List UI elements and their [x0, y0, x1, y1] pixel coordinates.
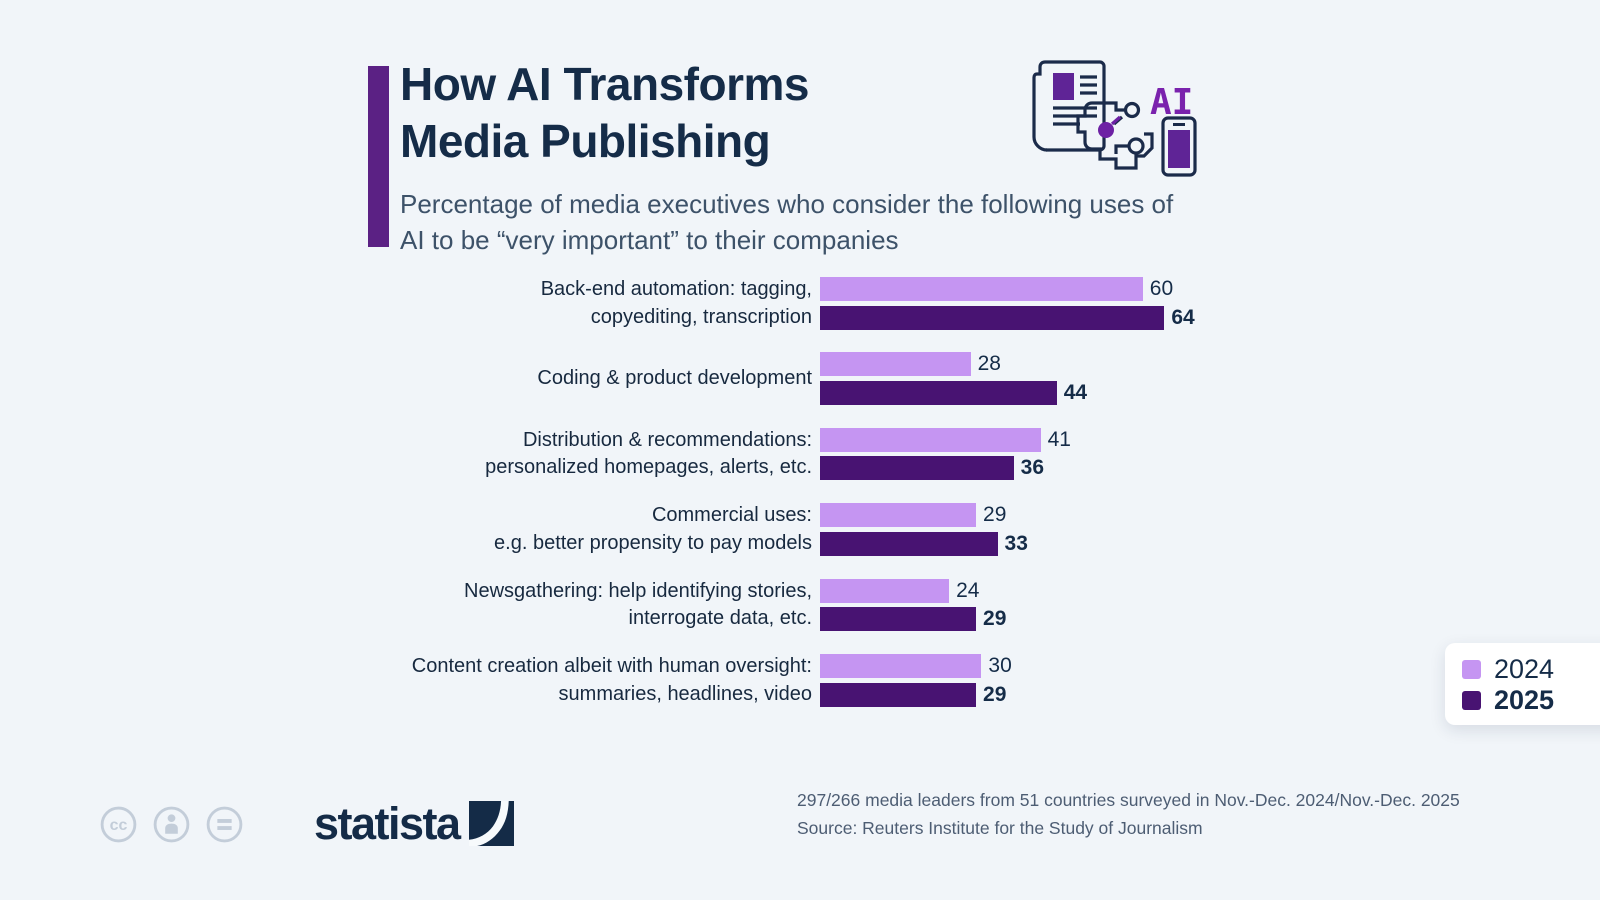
bar-2024 [820, 578, 950, 603]
value-label-2025: 44 [1063, 380, 1088, 404]
legend-swatch-2024 [1462, 660, 1481, 679]
bar-pair: 60 64 [820, 277, 1195, 334]
newspaper-image-block [1053, 73, 1074, 100]
ai-circuit-brain-icon [1076, 101, 1154, 170]
grouped-bar-chart: Back-end automation: tagging, copyediting… [0, 277, 1600, 717]
equals-icon[interactable] [206, 806, 243, 843]
bar-2024 [820, 654, 982, 678]
statista-wordmark: statista [314, 798, 461, 849]
bar-2025 [820, 531, 998, 556]
bar-pair: 29 33 [820, 503, 1028, 560]
category-label: Commercial uses: e.g. better propensity t… [494, 504, 812, 554]
ai-letters: AI [1150, 82, 1193, 123]
value-label-2024: 28 [977, 352, 1001, 376]
smartphone-icon [1161, 116, 1197, 177]
chart-row: Back-end automation: tagging, copyediting… [0, 277, 1600, 330]
bar-pair: 41 36 [820, 427, 1071, 485]
chart-row: Newsgathering: help identifying stories,… [0, 578, 1600, 632]
bar-2024 [820, 277, 1143, 301]
category-label: Content creation albeit with human overs… [411, 655, 812, 705]
bar-2024 [820, 503, 977, 528]
source-note: Source: Reuters Institute for the Study … [797, 817, 1203, 838]
license-icons: cc [100, 806, 243, 843]
value-label-2025: 33 [1004, 531, 1028, 555]
newspaper-text-lines [1053, 75, 1097, 126]
bar-2025 [820, 607, 977, 632]
legend-swatch-2025 [1462, 691, 1481, 710]
footer-notes: 297/266 media leaders from 51 countries … [797, 787, 1460, 842]
bar-2025 [820, 682, 977, 707]
value-label-2024: 29 [983, 503, 1007, 527]
bar-pair: 28 44 [820, 352, 1087, 409]
legend-item-2025: 2025 [1462, 686, 1600, 715]
value-label-2024: 60 [1149, 277, 1174, 300]
category-label: Back-end automation: tagging, copyediting… [540, 278, 812, 328]
title-line-2: Media Publishing [400, 115, 771, 167]
title-line-1: How AI Transforms [400, 58, 809, 110]
bar-2025 [820, 380, 1057, 405]
value-label-2025: 29 [983, 682, 1007, 706]
survey-note: 297/266 media leaders from 51 countries … [797, 790, 1460, 810]
chart-row: Content creation albeit with human overs… [0, 654, 1600, 707]
circuit-node-filled [1098, 122, 1114, 138]
chart-row: Coding & product development 28 44 [0, 352, 1600, 405]
statista-swoosh-icon [468, 801, 514, 846]
bar-2025 [820, 456, 1014, 481]
category-label: Distribution & recommendations: personali… [485, 428, 812, 479]
bar-pair: 30 29 [820, 654, 1012, 711]
legend-item-2024: 2024 [1462, 655, 1600, 684]
bar-2025 [820, 305, 1165, 330]
value-label-2025: 64 [1171, 305, 1195, 329]
bar-2024 [820, 352, 971, 377]
title-accent-bar [368, 66, 389, 247]
svg-text:cc: cc [110, 817, 128, 834]
page-title: How AI Transforms Media Publishing [400, 56, 809, 170]
chart-subtitle: Percentage of media executives who consi… [400, 189, 1174, 255]
legend: 2024 2025 [1445, 643, 1600, 725]
value-label-2024: 41 [1047, 427, 1071, 451]
category-label: Coding & product development [537, 367, 812, 390]
ai-media-publishing-illustration-icon: AI [1032, 60, 1197, 177]
bar-pair: 24 29 [820, 578, 1007, 636]
chart-row: Distribution & recommendations: personali… [0, 427, 1600, 481]
bar-2024 [820, 427, 1041, 452]
value-label-2025: 36 [1020, 456, 1045, 480]
cc-icon[interactable]: cc [100, 806, 137, 843]
statista-logo[interactable]: statista [314, 801, 514, 846]
attribution-person-icon[interactable] [153, 806, 190, 843]
chart-row: Commercial uses: e.g. better propensity t… [0, 503, 1600, 556]
value-label-2024: 30 [988, 654, 1012, 677]
value-label-2025: 29 [983, 607, 1007, 631]
legend-label-2025: 2025 [1494, 685, 1555, 715]
category-label: Newsgathering: help identifying stories,… [464, 579, 812, 630]
legend-label-2024: 2024 [1494, 654, 1555, 684]
value-label-2024: 24 [956, 578, 980, 602]
